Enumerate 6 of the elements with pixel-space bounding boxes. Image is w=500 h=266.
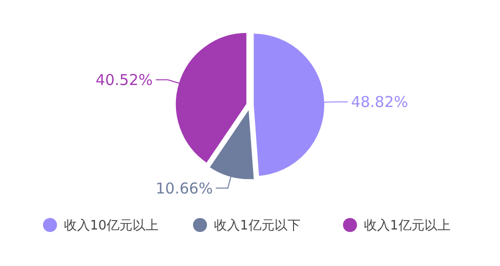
legend-label: 收入10亿元以上 [64, 218, 159, 234]
legend-label: 收入1亿元以下 [214, 218, 300, 234]
data-label: 10.66% [156, 179, 213, 198]
legend-label: 收入1亿元以上 [364, 218, 450, 234]
data-label: 40.52% [96, 71, 153, 90]
data-label: 48.82% [350, 93, 408, 112]
